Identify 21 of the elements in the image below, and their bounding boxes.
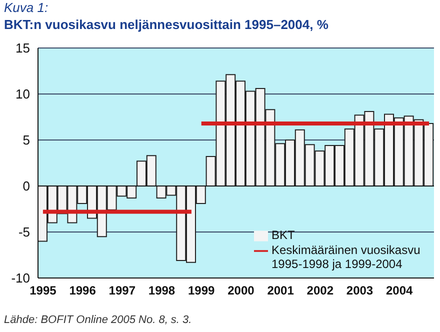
y-tick-label: 5 (22, 132, 30, 148)
text: Lähde: BOFIT Online 2005 No. 8, s. 3. (4, 314, 192, 326)
x-tick-label: 2000 (228, 284, 255, 298)
x-tick-label: 1998 (148, 284, 176, 298)
x-tick-label: 2002 (306, 284, 334, 298)
x-tick-label: 1997 (108, 284, 136, 298)
y-tick-label: -10 (11, 270, 30, 286)
y-tick-label: 0 (22, 178, 30, 194)
chart-subtitle: Kuva 1: (4, 0, 48, 15)
y-tick-label: -5 (18, 224, 30, 240)
legend-label: Keskimääräinen vuosikasvu 1995-1998 ja 1999-2004 (272, 242, 422, 271)
legend-label: BKT (272, 228, 296, 242)
x-tick-label: 2004 (386, 284, 414, 298)
x-tick-label: 1995 (30, 284, 57, 298)
chart-title: BKT:n vuosikasvu neljännesvuosittain 1995–2004, % (4, 17, 328, 32)
y-tick-label: 10 (16, 86, 30, 102)
x-tick-label: 2003 (346, 284, 374, 298)
y-tick-label: 15 (16, 40, 30, 56)
x-tick-label: 1999 (188, 284, 216, 298)
x-tick-label: 2001 (267, 284, 294, 298)
x-tick-label: 1996 (69, 284, 96, 298)
